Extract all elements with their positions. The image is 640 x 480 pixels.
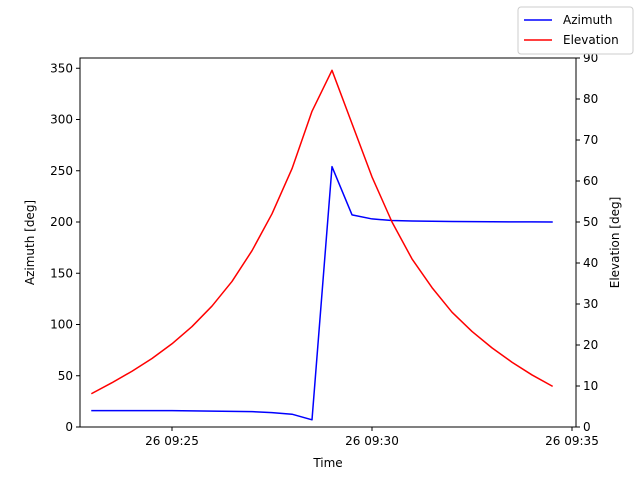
series-line-elevation — [90, 69, 554, 395]
y-axis-left-label: Azimuth [deg] — [23, 200, 37, 285]
y-right-tick-label: 0 — [583, 420, 591, 434]
x-tick-label: 26 09:35 — [545, 434, 599, 448]
y-left-tick-label: 300 — [50, 113, 73, 127]
y-left-tick-label: 0 — [65, 420, 73, 434]
y-left-tick-label: 350 — [50, 61, 73, 75]
y-right-tick-label: 80 — [583, 92, 598, 106]
y-right-tick-label: 60 — [583, 174, 598, 188]
y-right-tick-label: 70 — [583, 133, 598, 147]
y-right-tick-label: 20 — [583, 338, 598, 352]
x-axis-label: Time — [312, 456, 342, 470]
legend-label-elevation: Elevation — [563, 33, 619, 47]
plot-frame — [79, 57, 577, 428]
legend-box — [517, 6, 634, 55]
y-left-tick-label: 50 — [58, 369, 73, 383]
series-layer — [90, 69, 554, 421]
legend-label-azimuth: Azimuth — [563, 13, 612, 27]
y-right-tick-label: 10 — [583, 379, 598, 393]
axes-layer: 0501001502002503003500102030405060708090… — [50, 51, 599, 448]
x-tick-label: 26 09:25 — [145, 434, 199, 448]
x-tick-label: 26 09:30 — [345, 434, 399, 448]
y-right-tick-label: 50 — [583, 215, 598, 229]
y-left-tick-label: 150 — [50, 266, 73, 280]
series-line-azimuth — [91, 165, 553, 421]
legend: Azimuth Elevation — [517, 6, 634, 55]
y-left-tick-label: 200 — [50, 215, 73, 229]
y-right-tick-label: 30 — [583, 297, 598, 311]
y-axis-right-label: Elevation [deg] — [608, 197, 622, 289]
y-left-tick-label: 100 — [50, 318, 73, 332]
y-left-tick-label: 250 — [50, 164, 73, 178]
y-right-tick-label: 40 — [583, 256, 598, 270]
